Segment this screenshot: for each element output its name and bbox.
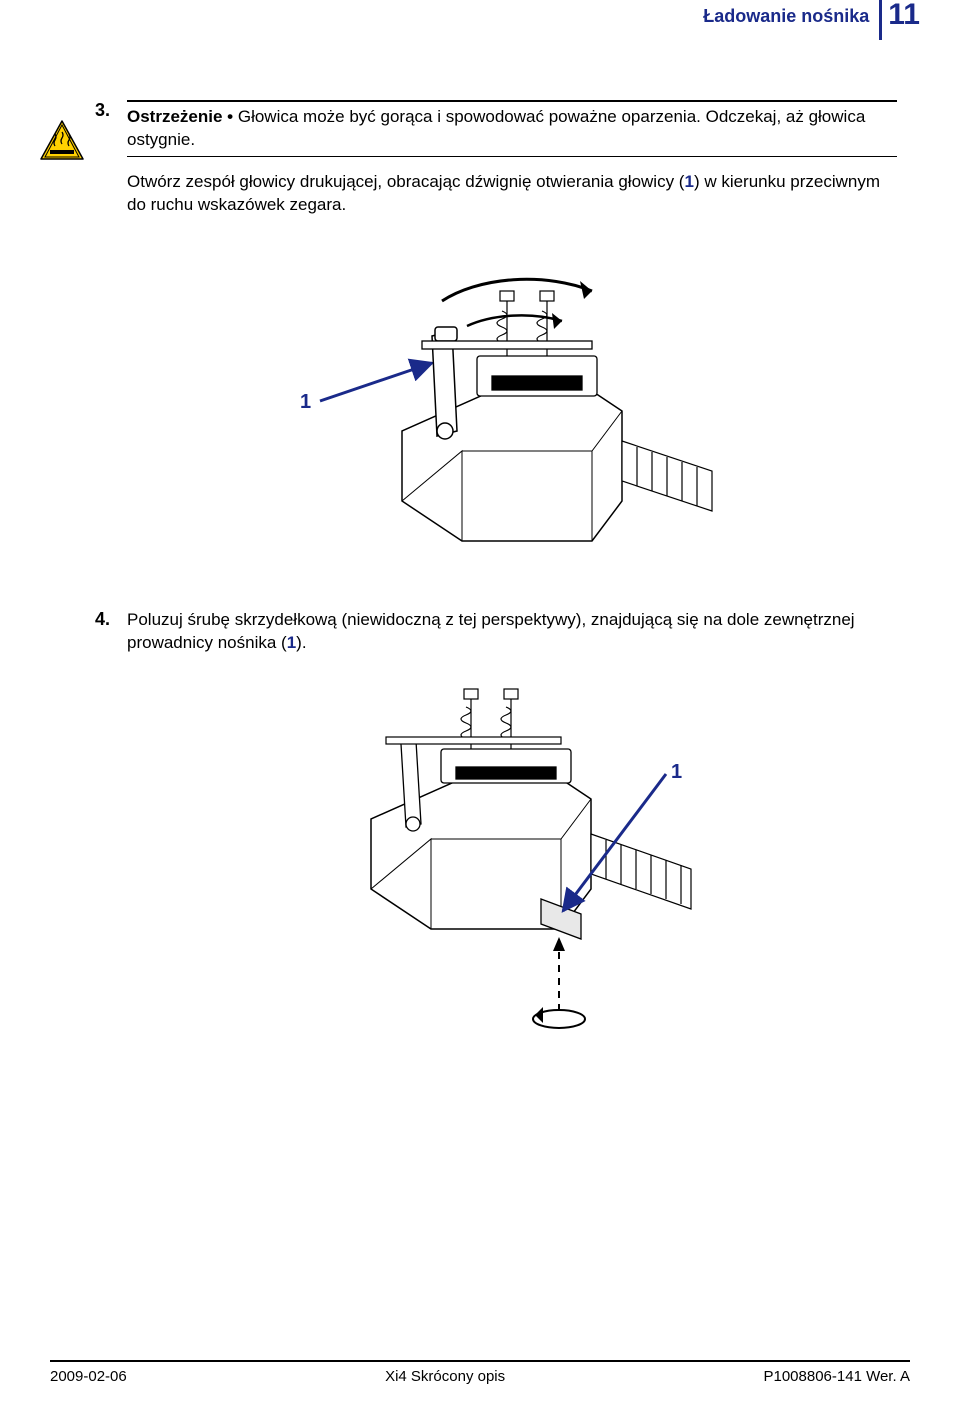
figure-2: 1 [291,679,731,1049]
header-separator [879,0,882,40]
warning-label: Ostrzeżenie • [127,107,233,126]
header-title: Ładowanie nośnika [703,0,879,27]
footer-date: 2009-02-06 [50,1368,127,1385]
callout-ref: 1 [684,172,693,191]
content: 3. Ostrzeżenie • Głowica może być gorąca… [95,100,895,1087]
step-text: Otwórz zespół głowicy drukującej, obraca… [127,171,897,217]
page: Ładowanie nośnika 11 3. Ostrzeżenie • Gł… [0,0,960,1413]
step-number: 3. [95,100,127,599]
step-3: 3. Ostrzeżenie • Głowica może być gorąca… [95,100,895,599]
step-body: Poluzuj śrubę skrzydełkową (niewidoczną … [127,609,895,1077]
rule-top [127,100,897,102]
step-number: 4. [95,609,127,1077]
page-number: 11 [888,0,960,30]
footer-row: 2009-02-06 Xi4 Skrócony opis P1008806-14… [50,1368,910,1385]
step-body: Ostrzeżenie • Głowica może być gorąca i … [127,100,897,599]
warning-body: Głowica może być gorąca i spowodować pow… [127,107,865,149]
footer-doc-id: P1008806-141 Wer. A [763,1368,910,1385]
footer-title: Xi4 Skrócony opis [385,1368,505,1385]
page-header: Ładowanie nośnika 11 [703,0,960,40]
page-footer: 2009-02-06 Xi4 Skrócony opis P1008806-14… [50,1360,910,1385]
rule-bottom [127,156,897,157]
footer-rule [50,1360,910,1362]
callout-ref: 1 [287,633,296,652]
step-4: 4. Poluzuj śrubę skrzydełkową (niewidocz… [95,609,895,1077]
callout-1-label: 1 [671,761,682,784]
step-text: Poluzuj śrubę skrzydełkową (niewidoczną … [127,609,895,655]
warning-text: Ostrzeżenie • Głowica może być gorąca i … [127,106,897,152]
hot-surface-warning-icon [40,120,84,165]
figure-1: 1 [292,241,732,571]
callout-1-label: 1 [300,391,311,414]
